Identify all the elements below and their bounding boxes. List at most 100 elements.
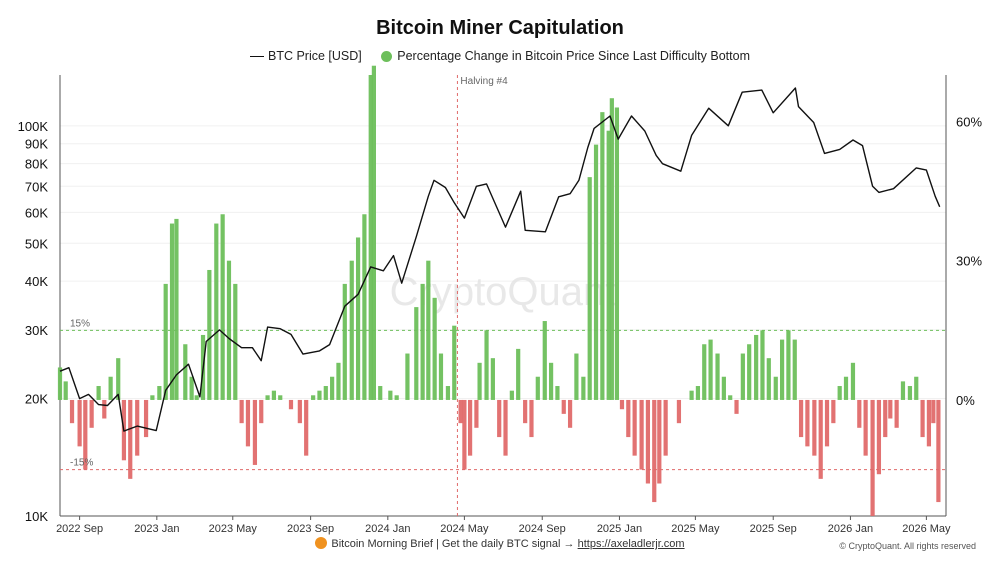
negative-bar [458,399,463,424]
positive-bar [150,395,155,400]
positive-bar [445,386,451,400]
left-tick-label: 50K [25,236,48,251]
positive-bar [342,283,347,400]
positive-bar [388,390,393,400]
negative-bar [920,399,925,438]
positive-bar [850,362,856,400]
positive-bar [548,362,554,400]
positive-bar [535,376,540,400]
negative-bar [639,399,644,470]
chart-title: Bitcoin Miner Capitulation [376,17,624,39]
left-tick-label: 100K [18,119,49,134]
positive-bar [271,390,277,400]
footer: Bitcoin Morning Brief | Get the daily BT… [0,537,1000,550]
left-tick-label: 30K [25,323,48,338]
left-tick-label: 20K [25,392,48,407]
positive-bar [689,390,694,400]
positive-bar [509,390,514,400]
positive-bar [792,339,797,400]
left-tick-label: 90K [25,137,48,152]
positive-bar [378,386,383,400]
threshold-label: -15% [70,458,93,469]
positive-bar [420,283,425,400]
negative-bar [812,399,817,456]
left-tick-label: 40K [25,274,48,289]
negative-bar [102,399,107,419]
x-tick-label: 2026 Jan [828,523,873,535]
negative-bar [645,399,651,484]
positive-bar [766,358,771,400]
positive-bar [278,395,283,400]
positive-bar [362,214,367,400]
positive-bar [715,353,720,400]
positive-bar [477,362,482,400]
negative-bar [304,399,309,456]
positive-bar [721,376,726,400]
positive-bar [773,376,778,400]
negative-bar [676,399,682,424]
x-tick-label: 2023 Sep [287,523,334,535]
negative-bar [824,399,830,447]
positive-bar [163,283,168,400]
legend-dot-swatch [381,50,393,62]
negative-bar [657,399,662,484]
positive-bar [702,344,707,400]
positive-bar [189,376,194,400]
positive-bar [405,353,410,400]
positive-bar [57,367,63,400]
positive-bar [265,395,270,400]
legend-line-swatch [250,55,264,57]
negative-bar [926,399,932,447]
footer-link[interactable]: https://axeladlerjr.com [577,538,685,550]
negative-bar [894,399,899,428]
negative-bar [936,399,941,503]
right-tick-label: 30% [956,254,982,269]
negative-bar [83,399,88,470]
positive-bar [843,376,849,400]
negative-bar [143,399,149,438]
positive-bar [233,283,238,400]
legend-item-price: BTC Price [USD] [250,49,362,63]
x-tick-label: 2023 Jan [134,523,179,535]
positive-bar [116,358,121,400]
right-tick-label: 0% [956,393,975,408]
negative-bar [888,399,893,419]
positive-bar [708,339,713,400]
positive-bar [695,386,701,400]
x-tick-label: 2025 Jan [597,523,642,535]
positive-bar [786,330,791,400]
threshold-label: 15% [70,318,90,329]
negative-bar [883,399,888,438]
negative-bar [632,399,637,456]
negative-bar [297,399,302,424]
legend-item-pct: Percentage Change in Bitcoin Price Since… [381,49,750,63]
negative-bar [474,399,479,428]
positive-bar [900,381,906,400]
positive-bar [207,269,212,400]
positive-bar [169,223,175,400]
negative-bar [831,399,836,424]
legend-price-label: BTC Price [USD] [268,48,362,63]
positive-bar [317,390,322,400]
positive-bar [484,330,489,400]
positive-bar [490,358,495,400]
positive-bar [555,386,560,400]
positive-bar [728,395,733,400]
x-tick-label: 2025 May [671,523,720,535]
negative-bar [245,399,251,447]
negative-bar [239,399,244,424]
legend: BTC Price [USD] Percentage Change in Bit… [0,48,1000,63]
positive-bar [760,330,765,400]
positive-bar [108,376,113,400]
negative-bar [462,399,467,470]
positive-bar [330,376,335,400]
left-tick-label: 70K [25,179,48,194]
negative-bar [876,399,882,475]
positive-bar [542,321,547,400]
legend-pct-label: Percentage Change in Bitcoin Price Since… [397,48,750,63]
positive-bar [747,344,752,400]
x-tick-label: 2022 Sep [56,523,103,535]
positive-bar [371,65,376,400]
negative-bar [561,399,566,414]
negative-bar [128,399,133,479]
